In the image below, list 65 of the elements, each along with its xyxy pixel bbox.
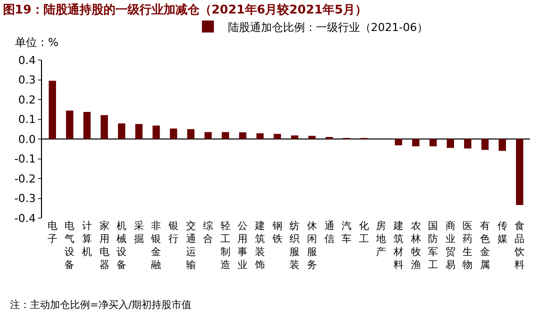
y-tick-label: 0.2 bbox=[18, 93, 36, 106]
legend-label: 陆股通加仓比例：一级行业（2021-06） bbox=[228, 20, 428, 34]
bar bbox=[498, 139, 506, 151]
bar bbox=[481, 139, 489, 150]
x-tick-label: 电子 bbox=[47, 220, 58, 245]
y-tick-label: -0.1 bbox=[14, 152, 36, 166]
x-tick-label: 休闲服务 bbox=[306, 221, 317, 271]
y-axis-title: 单位：% bbox=[15, 36, 58, 49]
x-tick-label: 轻工制造 bbox=[220, 220, 230, 271]
bar bbox=[464, 139, 472, 148]
bar bbox=[170, 128, 178, 139]
x-tick-label: 纺织服装 bbox=[290, 220, 300, 271]
bar bbox=[274, 134, 281, 139]
x-tick-label: 汽车 bbox=[342, 220, 352, 245]
bar bbox=[204, 132, 212, 139]
bar bbox=[516, 139, 524, 205]
x-tick-label: 银行 bbox=[168, 221, 179, 245]
y-tick-label: 0.1 bbox=[18, 113, 36, 126]
x-tick-label: 综合 bbox=[203, 220, 214, 245]
x-tick-label: 采掘 bbox=[134, 220, 144, 245]
bar bbox=[239, 132, 246, 139]
x-tick-label: 农林牧渔 bbox=[410, 221, 421, 271]
x-tick-label: 家用电器 bbox=[99, 220, 110, 271]
x-tick-label: 国防军工 bbox=[428, 221, 438, 271]
x-tick-label: 传媒 bbox=[497, 221, 508, 245]
y-tick-label: -0.2 bbox=[14, 172, 36, 186]
bar bbox=[83, 112, 91, 139]
x-tick-label: 建筑装饰 bbox=[254, 220, 266, 271]
x-tick-label: 计算机 bbox=[82, 220, 92, 258]
x-tick-label: 商业贸易 bbox=[445, 220, 456, 271]
y-tick-label: -0.3 bbox=[14, 192, 36, 206]
x-tick-label: 非银金融 bbox=[150, 220, 162, 271]
bar bbox=[429, 139, 437, 146]
y-tick-label: 0.3 bbox=[18, 74, 36, 87]
bar bbox=[187, 129, 194, 139]
bar bbox=[412, 139, 420, 146]
bar bbox=[135, 124, 143, 139]
bar bbox=[66, 110, 74, 139]
y-tick-label: 0.4 bbox=[18, 54, 36, 67]
bar bbox=[48, 80, 56, 139]
x-tick-label: 食品饮料 bbox=[514, 220, 525, 271]
x-tick-label: 通信 bbox=[324, 220, 334, 245]
bar bbox=[152, 126, 160, 139]
y-tick-label: 0.0 bbox=[18, 132, 36, 146]
x-tick-label: 有色金属 bbox=[480, 220, 490, 271]
x-tick-label: 医药生物 bbox=[462, 221, 473, 271]
bar bbox=[118, 123, 126, 139]
bar bbox=[222, 132, 230, 139]
bar bbox=[291, 135, 298, 139]
x-tick-label: 钢铁 bbox=[271, 221, 282, 245]
bar bbox=[100, 115, 108, 139]
x-tick-label: 机械设备 bbox=[116, 220, 127, 271]
x-tick-label: 化工 bbox=[358, 220, 369, 245]
x-tick-label: 公用事业 bbox=[238, 220, 248, 271]
chart-title: 图19：陆股通持股的一级行业加减仓（2021年6月较2021年5月） bbox=[2, 2, 367, 16]
x-tick-label: 电气设备 bbox=[64, 220, 75, 271]
x-tick-label: 建筑材料 bbox=[392, 220, 404, 271]
bar bbox=[256, 133, 264, 139]
bar bbox=[446, 139, 454, 148]
x-tick-label: 房地产 bbox=[375, 220, 386, 258]
x-tick-label: 交通运输 bbox=[186, 220, 196, 271]
bar bbox=[308, 136, 316, 139]
bar bbox=[394, 139, 402, 146]
y-tick-label: -0.4 bbox=[14, 212, 36, 225]
text: 注：主动加仓比例=净买入/期初持股市值 bbox=[10, 299, 192, 311]
